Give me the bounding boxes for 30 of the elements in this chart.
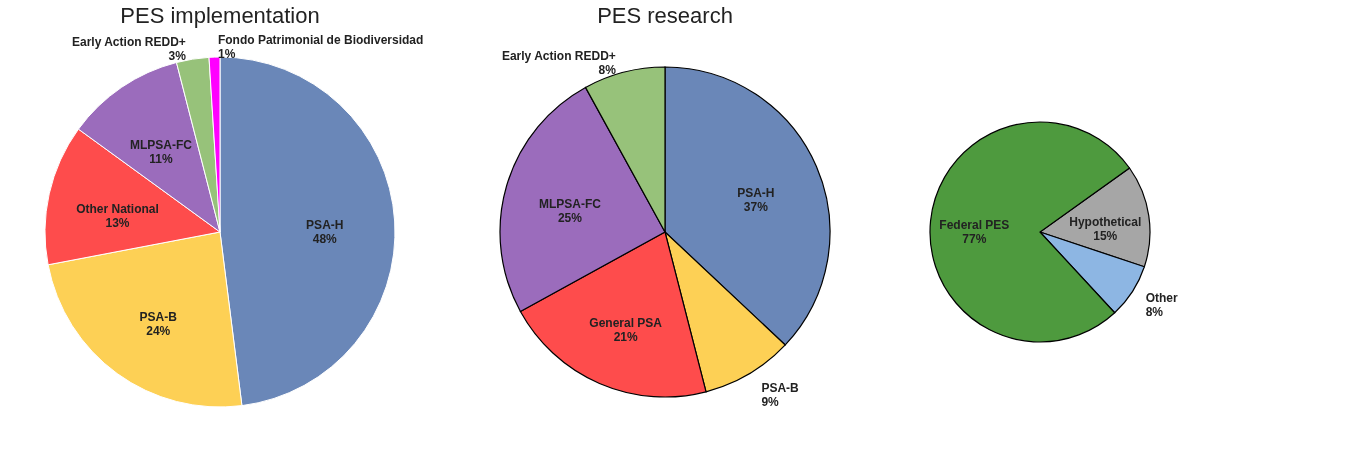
data-label: 13% [105, 216, 130, 231]
data-label: 3% [168, 48, 187, 63]
chart-title: PES implementation [120, 3, 320, 28]
data-label: 48% [312, 232, 338, 247]
data-label: 1% [217, 46, 236, 61]
slice-label: PSA-B [139, 309, 178, 324]
data-label: 37% [743, 199, 769, 214]
data-label: 21% [613, 329, 639, 344]
data-label: 8% [598, 63, 617, 78]
data-label: 11% [149, 152, 173, 167]
data-label: 8% [1145, 304, 1164, 319]
data-label: 25% [557, 211, 583, 226]
slice-label: Federal PES [939, 218, 1010, 233]
slice-label: MLPSA-FC [129, 138, 193, 153]
chart-title: PES research [597, 3, 733, 28]
slice-label: MLPSA-FC [538, 197, 602, 212]
slice-label: Early Action REDD+ [501, 49, 616, 64]
slice-label: Fondo Patrimonial de Biodiversidad [217, 32, 424, 47]
data-label: 77% [962, 232, 987, 247]
slice-label: PSA-B [761, 381, 800, 396]
slice-label: Early Action REDD+ [71, 34, 186, 49]
data-label: 15% [1093, 229, 1118, 244]
slice-label: Other National [76, 202, 159, 217]
slice-label: Hypothetical [1069, 215, 1142, 230]
slice-label: PSA-H [737, 185, 775, 200]
data-label: 24% [146, 323, 171, 338]
slice-label: General PSA [589, 315, 663, 330]
slice-label: Other [1145, 290, 1179, 305]
slice-label: PSA-H [306, 218, 344, 233]
data-label: 9% [761, 395, 780, 410]
